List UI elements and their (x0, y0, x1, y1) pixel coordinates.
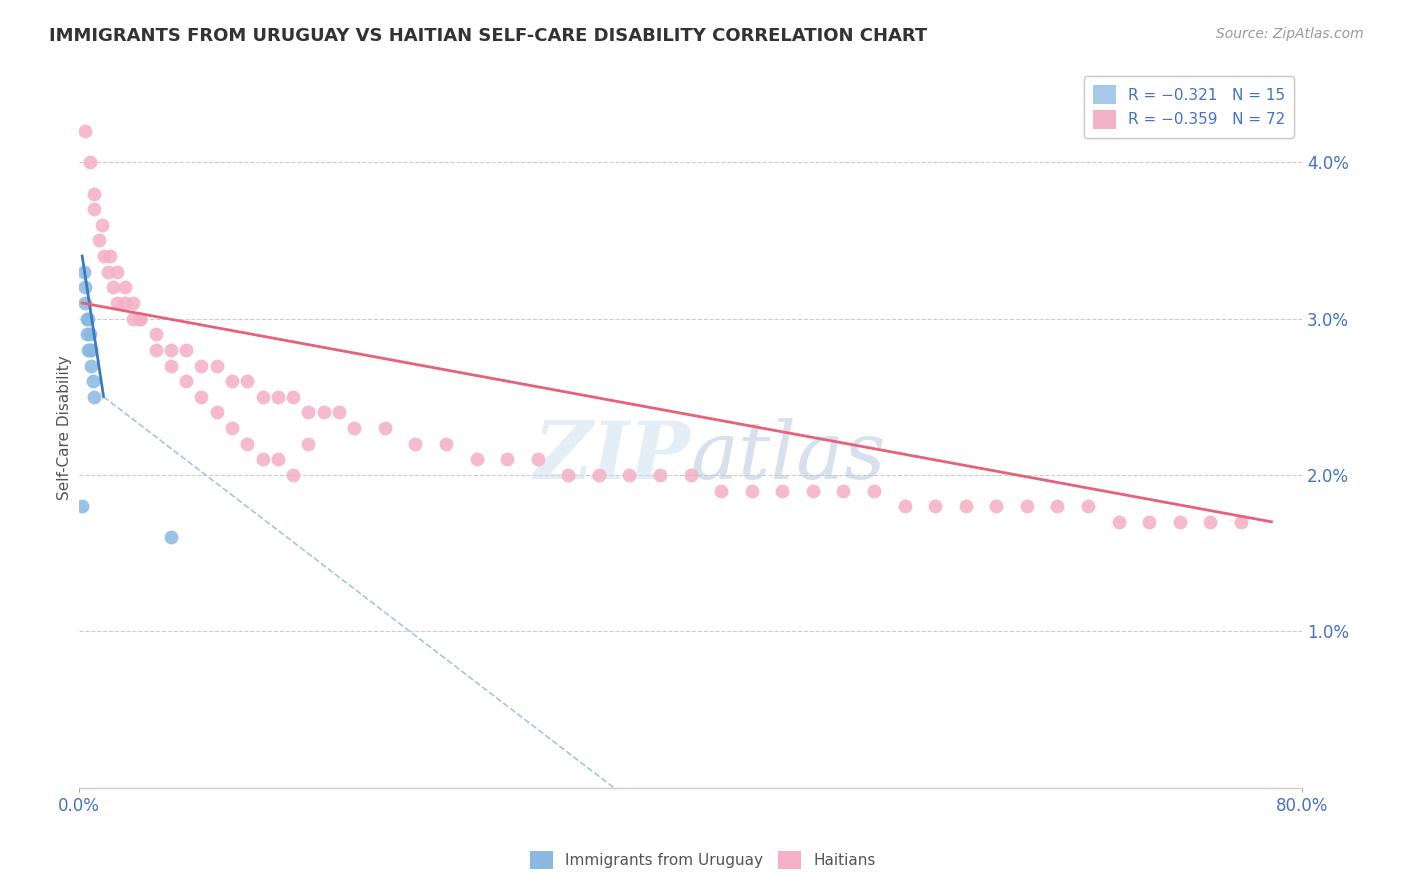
Point (236, 374, 259, 388)
Point (80, 343, 103, 357)
Point (1137, 515, 1160, 529)
Point (434, 436, 457, 450)
Point (83, 186, 105, 201)
Legend: R = −0.321   N = 15, R = −0.359   N = 72: R = −0.321 N = 15, R = −0.359 N = 72 (1084, 76, 1295, 138)
Point (79, 327, 101, 342)
Point (101, 280, 124, 294)
Point (801, 483, 824, 498)
Point (297, 405, 319, 419)
Point (76, 327, 98, 342)
Point (710, 483, 733, 498)
Point (190, 390, 212, 404)
Point (1168, 515, 1191, 529)
Point (924, 499, 946, 513)
Point (114, 296, 136, 310)
Point (1230, 515, 1253, 529)
Point (955, 499, 977, 513)
Point (77, 311, 100, 326)
Point (105, 265, 128, 279)
Point (832, 483, 855, 498)
Point (281, 467, 304, 482)
Point (252, 452, 274, 467)
Point (174, 374, 197, 388)
Point (82, 374, 104, 388)
Point (343, 421, 366, 435)
Point (648, 467, 671, 482)
Point (121, 296, 143, 310)
Point (80, 359, 103, 373)
Point (1015, 499, 1038, 513)
Point (281, 390, 304, 404)
Point (145, 327, 167, 342)
Point (374, 421, 396, 435)
Point (205, 359, 228, 373)
Point (76, 311, 98, 326)
Text: Source: ZipAtlas.com: Source: ZipAtlas.com (1216, 27, 1364, 41)
Point (174, 343, 197, 357)
Point (77, 343, 100, 357)
Point (105, 296, 128, 310)
Point (121, 311, 143, 326)
Point (1199, 515, 1222, 529)
Point (741, 483, 763, 498)
Point (404, 436, 426, 450)
Point (160, 343, 183, 357)
Point (75, 280, 97, 294)
Point (221, 374, 243, 388)
Point (145, 343, 167, 357)
Text: ZIP: ZIP (534, 418, 690, 496)
Point (863, 483, 886, 498)
Point (114, 280, 136, 294)
Point (267, 452, 290, 467)
Point (297, 436, 319, 450)
Point (496, 452, 519, 467)
Point (87, 234, 110, 248)
Point (205, 405, 228, 419)
Text: IMMIGRANTS FROM URUGUAY VS HAITIAN SELF-CARE DISABILITY CORRELATION CHART: IMMIGRANTS FROM URUGUAY VS HAITIAN SELF-… (49, 27, 928, 45)
Point (190, 359, 212, 373)
Point (70, 499, 93, 513)
Point (328, 405, 350, 419)
Point (312, 405, 335, 419)
Point (83, 390, 105, 404)
Point (1108, 515, 1130, 529)
Point (986, 499, 1008, 513)
Point (252, 390, 274, 404)
Point (1077, 499, 1099, 513)
Point (129, 311, 152, 326)
Point (91, 218, 114, 232)
Point (75, 296, 97, 310)
Point (129, 311, 152, 326)
Point (1046, 499, 1069, 513)
Point (160, 359, 183, 373)
Point (98, 249, 121, 263)
Point (770, 483, 793, 498)
Point (557, 467, 579, 482)
Point (465, 452, 488, 467)
Point (893, 499, 915, 513)
Point (619, 467, 641, 482)
Point (79, 155, 101, 169)
Point (93, 249, 115, 263)
Point (73, 265, 96, 279)
Point (97, 265, 120, 279)
Point (160, 531, 183, 545)
Point (526, 452, 548, 467)
Point (679, 467, 702, 482)
Point (267, 390, 290, 404)
Text: atlas: atlas (690, 418, 886, 496)
Y-axis label: Self-Care Disability: Self-Care Disability (58, 356, 72, 500)
Point (79, 343, 101, 357)
Point (83, 202, 105, 217)
Point (75, 124, 97, 138)
Point (221, 421, 243, 435)
Legend: Immigrants from Uruguay, Haitians: Immigrants from Uruguay, Haitians (524, 845, 882, 875)
Point (588, 467, 610, 482)
Point (236, 436, 259, 450)
